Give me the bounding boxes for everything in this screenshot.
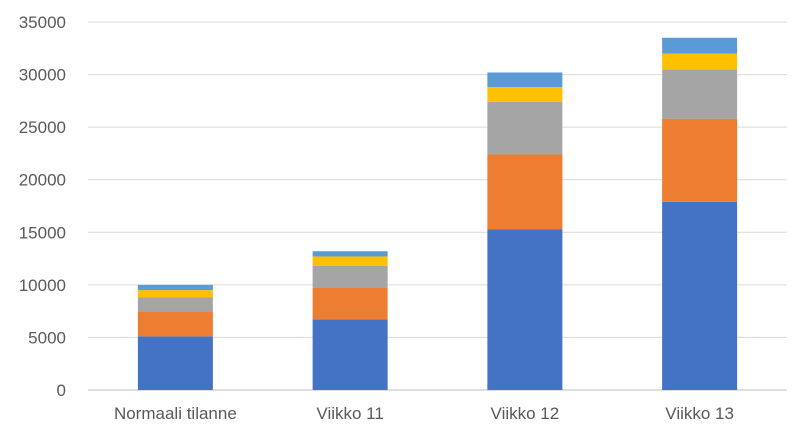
bar-segment bbox=[312, 265, 388, 289]
bar-segment bbox=[137, 336, 213, 390]
bar-segment bbox=[662, 118, 738, 202]
x-tick-label: Viikko 13 bbox=[665, 404, 734, 423]
y-tick-label: 35000 bbox=[19, 13, 66, 32]
bar-segment bbox=[137, 297, 213, 312]
bar-segment bbox=[312, 251, 388, 257]
bar-segment bbox=[487, 101, 563, 155]
bar-segment bbox=[662, 69, 738, 119]
bars bbox=[137, 37, 738, 390]
bar-segment bbox=[312, 319, 388, 390]
bar-segment bbox=[662, 37, 738, 54]
bar-segment bbox=[487, 87, 563, 102]
bar-segment bbox=[662, 53, 738, 70]
bar-segment bbox=[312, 256, 388, 266]
y-tick-label: 5000 bbox=[28, 328, 66, 347]
y-tick-label: 30000 bbox=[19, 66, 66, 85]
x-tick-label: Viikko 12 bbox=[491, 404, 560, 423]
bar-segment bbox=[662, 201, 738, 390]
bar-segment bbox=[137, 311, 213, 337]
x-tick-label: Viikko 11 bbox=[316, 404, 383, 423]
bar-segment bbox=[487, 72, 563, 88]
x-axis-tick-labels: Normaali tilanne Viikko 11 Viikko 12 Viikko… bbox=[114, 404, 734, 423]
bar-segment bbox=[137, 290, 213, 298]
y-axis-tick-labels: 0 5000 10000 15000 20000 25000 30000 35000 bbox=[19, 13, 66, 400]
bar-segment bbox=[137, 284, 213, 291]
y-tick-label: 15000 bbox=[19, 223, 66, 242]
bar-segment bbox=[487, 154, 563, 230]
bar-segment bbox=[312, 288, 388, 320]
x-tick-label: Normaali tilanne bbox=[114, 404, 237, 423]
y-tick-label: 25000 bbox=[19, 118, 66, 137]
bar-segment bbox=[487, 229, 563, 390]
y-tick-label: 20000 bbox=[19, 171, 66, 190]
y-tick-label: 0 bbox=[57, 381, 66, 400]
y-tick-label: 10000 bbox=[19, 276, 66, 295]
